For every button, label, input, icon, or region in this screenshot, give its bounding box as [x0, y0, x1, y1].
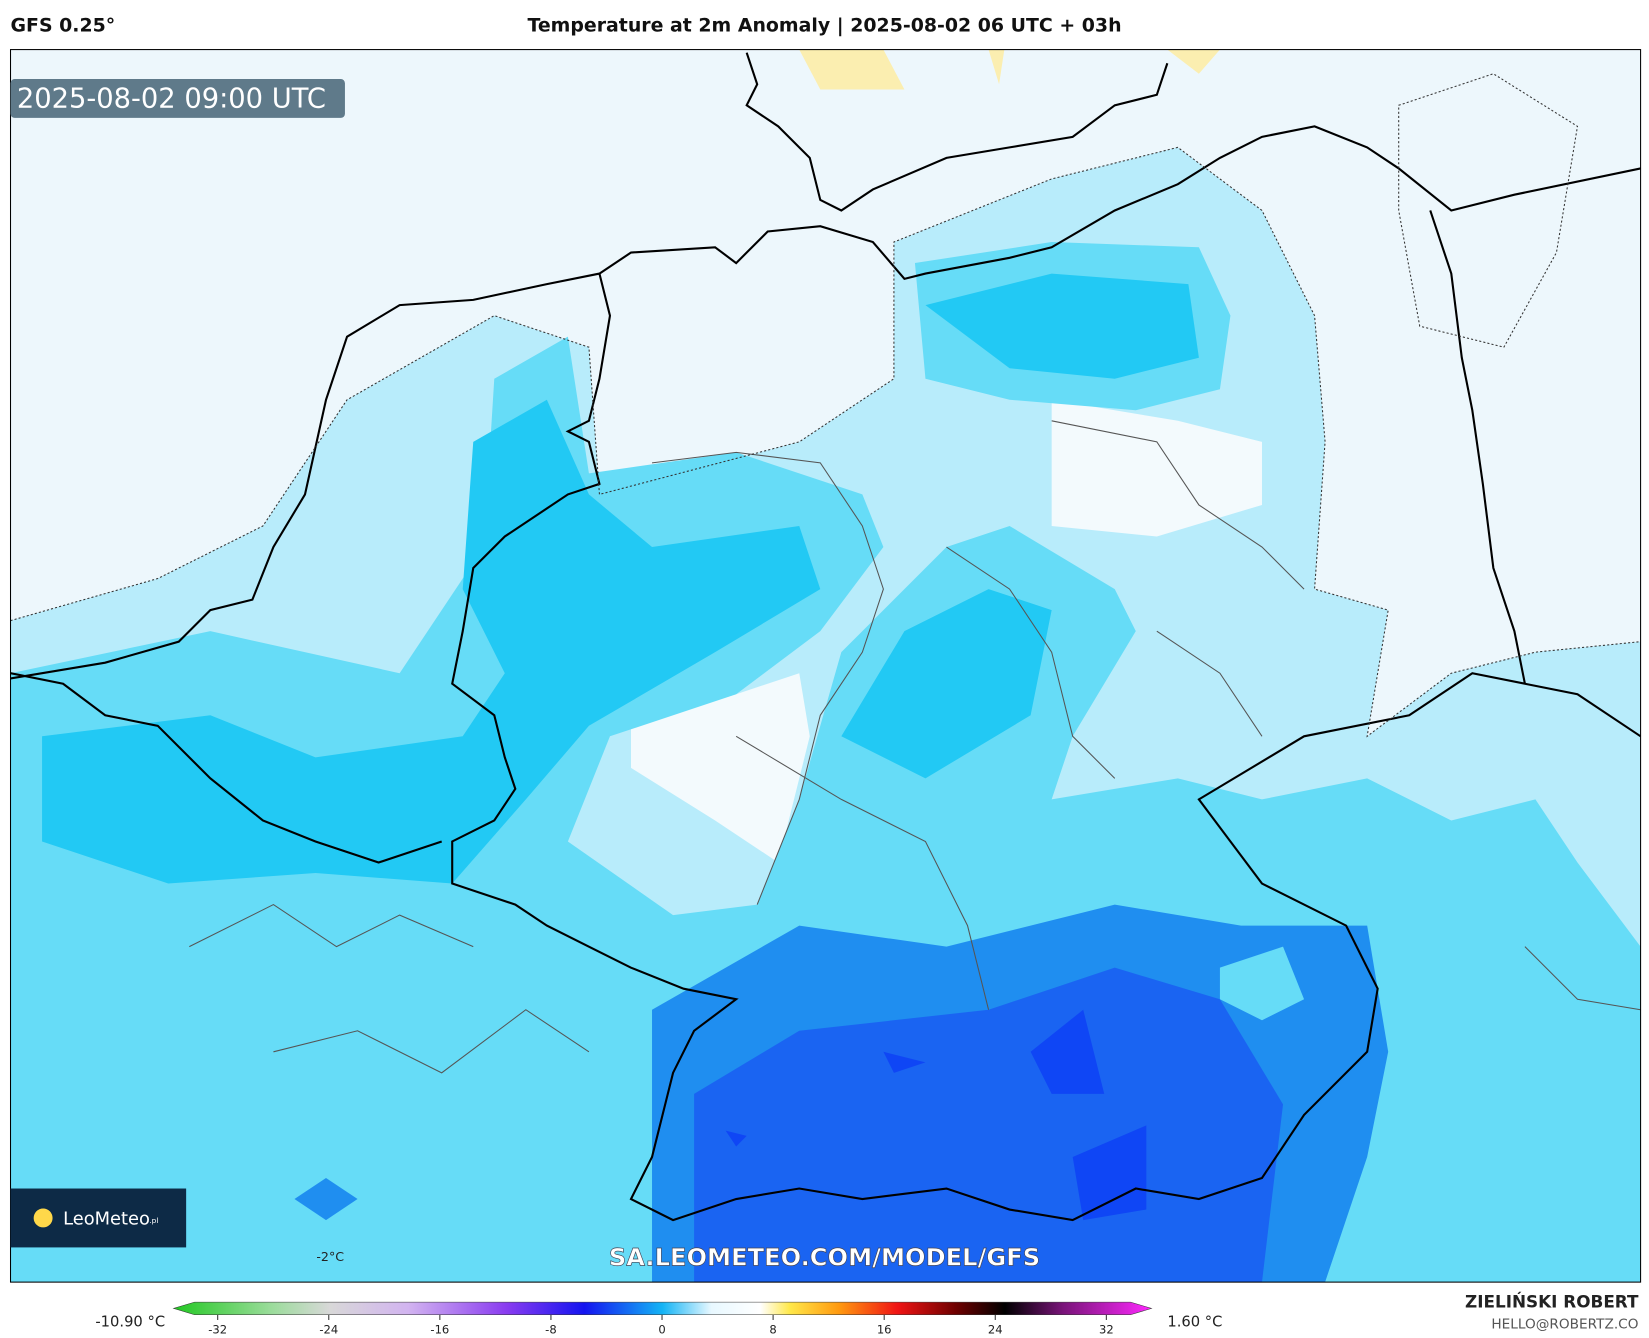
map: [10, 49, 1641, 1283]
colorbar: -32 -24 -16 -8 0 8 16 24 32: [172, 1301, 1153, 1337]
contours: [10, 73, 1641, 738]
email: HELLO@ROBERTZ.CO: [1491, 1316, 1638, 1332]
colorbar-tick-label: 24: [988, 1323, 1003, 1337]
colorbar-tick-label: 16: [877, 1323, 892, 1337]
anomaly-near-zero: [473, 399, 1262, 863]
author: ZIELIŃSKI ROBERT: [1465, 1290, 1639, 1311]
warm-area: [799, 49, 1220, 90]
coastlines: [10, 52, 1641, 1222]
borders: [189, 420, 1641, 1074]
colorbar-tick-label: -16: [430, 1323, 449, 1337]
valid-time: 2025-08-02 09:00 UTC: [17, 83, 326, 114]
logo-text: LeoMeteo: [63, 1208, 150, 1229]
colorbar-tick-label: 8: [769, 1323, 776, 1337]
valid-time-badge: [10, 79, 345, 118]
anomaly-pocket: [1219, 946, 1305, 1021]
colorbar-tick-label: -8: [545, 1323, 557, 1337]
map-frame: [9, 49, 1642, 1283]
map-title: Temperature at 2m Anomaly | 2025-08-02 0…: [527, 15, 1121, 37]
colorbar-gradient: [172, 1301, 1153, 1315]
contour-label: -2°C: [316, 1249, 344, 1264]
anomaly-pocket: [294, 1178, 358, 1221]
colorbar-tick-label: 0: [658, 1323, 665, 1337]
anomaly-coldest: [725, 1009, 1147, 1221]
anomaly-cool: [42, 273, 1199, 884]
colorbar-tick-label: 32: [1099, 1323, 1114, 1337]
colorbar-tick-label: -24: [319, 1323, 338, 1337]
colorbar-min: -10.90 °C: [95, 1313, 165, 1330]
colorbar-tick-label: -32: [208, 1323, 227, 1337]
colorbar-max: 1.60 °C: [1167, 1313, 1222, 1330]
logo-sun: [33, 1208, 53, 1228]
logo-suffix: .pl: [149, 1216, 158, 1225]
watermark: SA.LEOMETEO.COM/MODEL/GFS: [609, 1243, 1040, 1271]
model-name: GFS 0.25°: [11, 15, 116, 37]
